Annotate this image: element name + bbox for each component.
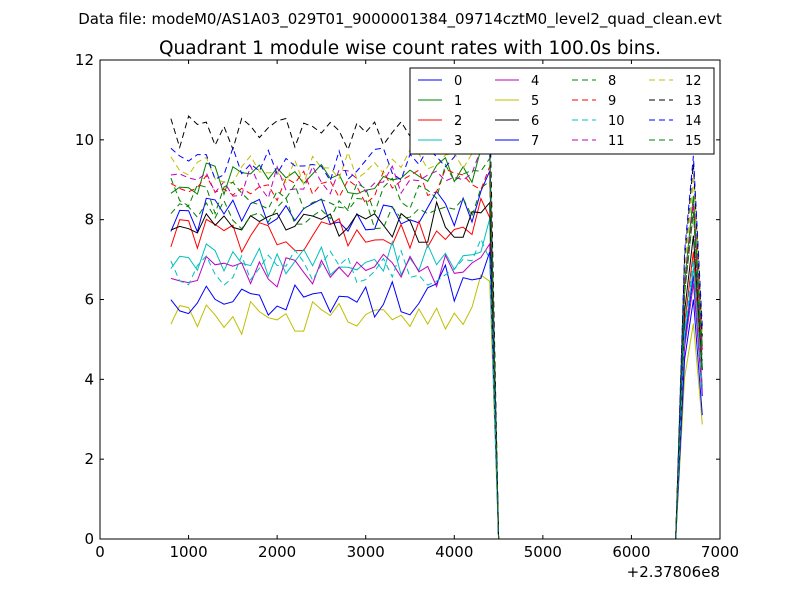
x-tick-label: 4000 <box>435 543 473 561</box>
series-line-13 <box>170 102 703 540</box>
x-tick-label: 0 <box>95 543 105 561</box>
x-tick-label: 5000 <box>524 543 562 561</box>
y-tick-label: 4 <box>84 370 94 388</box>
y-tick-label: 8 <box>84 211 94 229</box>
x-tick-label: 2000 <box>258 543 296 561</box>
plot-lines <box>170 102 703 540</box>
legend-label: 1 <box>454 94 462 109</box>
y-tick-label: 2 <box>84 450 94 468</box>
x-tick-label: 3000 <box>347 543 385 561</box>
series-line-14 <box>170 136 703 540</box>
x-axis-offset-label: +2.37806e8 <box>627 563 720 581</box>
series-line-6 <box>170 200 703 540</box>
series-line-8 <box>170 180 703 540</box>
legend-label: 11 <box>608 134 625 149</box>
x-axis: 0 1000 2000 3000 4000 5000 6000 7000 <box>95 60 739 561</box>
legend-label: 8 <box>608 74 616 89</box>
series-line-12 <box>170 125 703 540</box>
figure-suptitle: Data file: modeM0/AS1A03_029T01_90000013… <box>78 10 722 29</box>
series-line-2 <box>170 196 703 540</box>
y-tick-label: 10 <box>75 131 94 149</box>
legend-label: 9 <box>608 94 616 109</box>
legend-label: 5 <box>531 94 539 109</box>
series-line-9 <box>170 166 703 540</box>
x-tick-label: 6000 <box>612 543 650 561</box>
series-line-0 <box>170 170 703 540</box>
x-tick-label: 1000 <box>169 543 207 561</box>
series-line-1 <box>170 147 703 540</box>
series-line-10 <box>170 237 703 540</box>
y-tick-label: 6 <box>84 291 94 309</box>
legend-label: 3 <box>454 134 462 149</box>
x-tick-label: 7000 <box>701 543 739 561</box>
legend-label: 6 <box>531 114 539 129</box>
legend-label: 13 <box>685 94 702 109</box>
y-tick-label: 0 <box>84 530 94 548</box>
legend-label: 14 <box>685 114 702 129</box>
series-line-7 <box>170 251 703 540</box>
series-line-15 <box>170 156 703 540</box>
series-line-3 <box>170 218 703 540</box>
legend-label: 4 <box>531 74 539 89</box>
y-tick-label: 12 <box>75 51 94 69</box>
legend-label: 0 <box>454 74 462 89</box>
series-line-4 <box>170 242 703 540</box>
legend-label: 10 <box>608 114 625 129</box>
chart-title: Quadrant 1 module wise count rates with … <box>159 38 661 59</box>
legend-label: 12 <box>685 74 702 89</box>
legend-label: 15 <box>685 134 702 149</box>
series-line-5 <box>170 274 703 540</box>
legend-label: 2 <box>454 114 462 129</box>
legend-label: 7 <box>531 134 539 149</box>
